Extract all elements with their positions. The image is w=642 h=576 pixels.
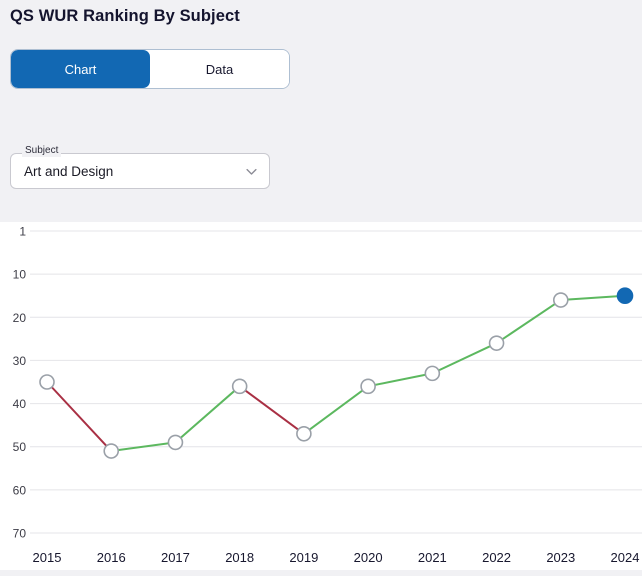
subject-select-value: Art and Design [24, 163, 114, 179]
y-axis-tick-label: 60 [13, 483, 27, 497]
y-axis-tick-label: 70 [13, 527, 27, 541]
x-axis-tick-label: 2016 [97, 550, 126, 565]
page-title: QS WUR Ranking By Subject [10, 7, 240, 25]
x-axis-tick-label: 2021 [418, 550, 447, 565]
subject-select-label: Subject [22, 145, 62, 157]
data-point[interactable] [231, 378, 248, 395]
data-point[interactable] [360, 378, 376, 395]
x-axis-tick-label: 2024 [611, 550, 640, 565]
subject-select[interactable]: Subject Art and Design [10, 145, 270, 189]
tab-chart[interactable]: Chart [11, 50, 150, 88]
trend-segment [367, 372, 434, 388]
chevron-down-icon [246, 168, 257, 175]
ranking-line-chart: 1 10 20 30 40 50 60 70 2015 2016 2017 2018 2019 2020 2… [13, 225, 642, 565]
x-axis-tick-label: 2022 [482, 550, 511, 565]
data-point-current[interactable] [616, 287, 634, 305]
trend-segment [302, 385, 370, 435]
chart-area: 1 10 20 30 40 50 60 70 2015 2016 2017 2018 2019 2020 2… [0, 222, 642, 570]
x-axis-tick-label: 2020 [354, 550, 383, 565]
data-point[interactable] [488, 335, 505, 351]
view-toggle: Chart Data [10, 49, 290, 89]
trend-segment [46, 381, 113, 453]
data-point[interactable] [424, 365, 441, 382]
y-axis-tick-label: 20 [13, 311, 27, 325]
data-point[interactable] [552, 292, 569, 308]
data-point[interactable] [39, 374, 55, 390]
data-point[interactable] [103, 443, 120, 459]
y-axis-tick-label: 1 [19, 225, 26, 239]
header: QS WUR Ranking By Subject [0, 0, 642, 26]
x-axis-tick-label: 2019 [289, 550, 318, 565]
data-point[interactable] [167, 434, 184, 451]
trend-segment [238, 385, 305, 435]
data-point[interactable] [296, 425, 312, 442]
y-axis-tick-label: 50 [13, 440, 27, 454]
trend-segment [110, 441, 177, 453]
x-axis-tick-label: 2017 [161, 550, 190, 565]
y-axis-tick-label: 30 [13, 354, 27, 368]
trend-segment [174, 385, 241, 444]
y-axis-tick-label: 10 [13, 268, 27, 282]
trend-segment [559, 294, 626, 302]
y-axis-tick-label: 40 [13, 397, 27, 411]
tab-data[interactable]: Data [150, 50, 289, 88]
subject-select-row: Subject Art and Design [10, 145, 642, 189]
x-axis-tick-label: 2015 [33, 550, 62, 565]
x-axis-tick-label: 2023 [546, 550, 575, 565]
trend-segment [431, 342, 498, 375]
trend-segment [495, 299, 562, 345]
x-axis-tick-label: 2018 [225, 550, 254, 565]
